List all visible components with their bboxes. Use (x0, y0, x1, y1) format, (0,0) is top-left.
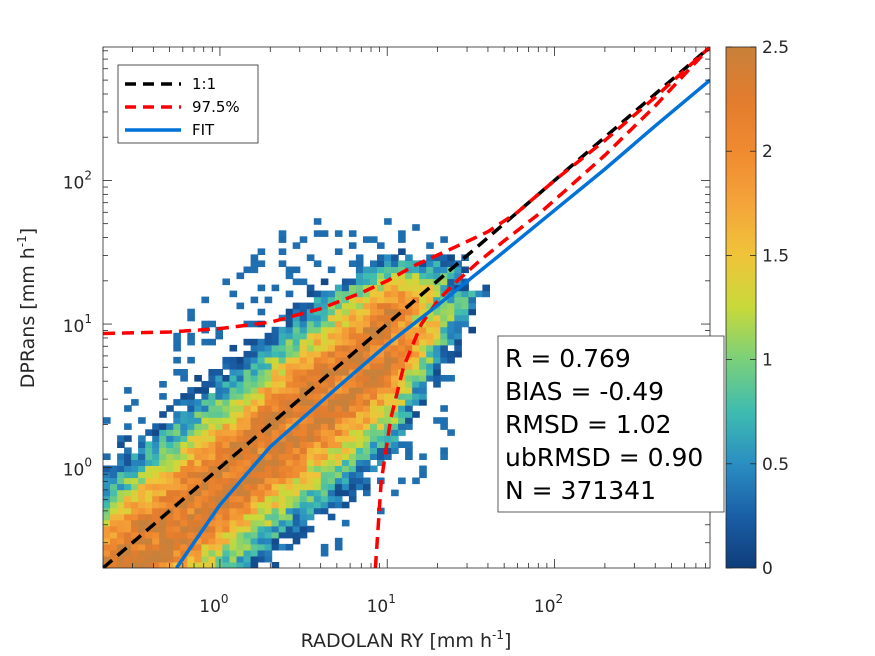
colorbar-tick-label: 0.5 (762, 455, 789, 475)
x-tick-label: 100 (199, 592, 228, 617)
statistic-line: N = 371341 (505, 476, 656, 505)
legend: 1:1 97.5% FIT (117, 64, 259, 144)
statistic-line: BIAS = -0.49 (505, 377, 664, 406)
x-tick-label: 102 (534, 592, 563, 617)
legend-label: 1:1 (192, 75, 216, 93)
x-tick-label: 101 (367, 592, 396, 617)
series-line-2 (103, 47, 710, 336)
y-tick-label: 102 (63, 168, 92, 193)
series-line-4 (175, 78, 710, 568)
y-tick-label: 101 (63, 312, 92, 337)
legend-label: FIT (192, 121, 215, 139)
colorbar: 0 0.5 1 1.5 2 2.5 (725, 38, 789, 579)
density-heatmap (103, 218, 490, 568)
statistics-box-frame (497, 335, 725, 513)
colorbar-tick-label: 1.5 (762, 246, 789, 266)
plot-frame (102, 46, 711, 569)
statistic-line: R = 0.769 (505, 344, 631, 373)
series-lines (103, 47, 710, 568)
x-axis-label: RADOLAN RY [mm h-1] (301, 628, 512, 652)
series-line-1 (103, 47, 710, 568)
statistics-box: R = 0.769 BIAS = -0.49 RMSD = 1.02 ubRMSD =… (497, 335, 725, 513)
legend-label: 97.5% (192, 98, 240, 116)
x-tick-labels: 100 101 102 (199, 592, 563, 617)
colorbar-tick-label: 2.5 (762, 38, 789, 58)
y-tick-label: 100 (63, 456, 92, 481)
series-line-3 (373, 47, 710, 568)
y-axis-label: DPRans [mm h-1] (15, 228, 39, 388)
colorbar-tick-label: 1 (762, 351, 773, 371)
colorbar-tick-label: 2 (762, 142, 773, 162)
statistic-line: ubRMSD = 0.90 (505, 443, 703, 472)
colorbar-gradient (725, 46, 757, 569)
colorbar-tick-label: 0 (762, 559, 773, 579)
statistic-line: RMSD = 1.02 (505, 410, 672, 439)
y-tick-labels: 100 101 102 (63, 168, 92, 480)
